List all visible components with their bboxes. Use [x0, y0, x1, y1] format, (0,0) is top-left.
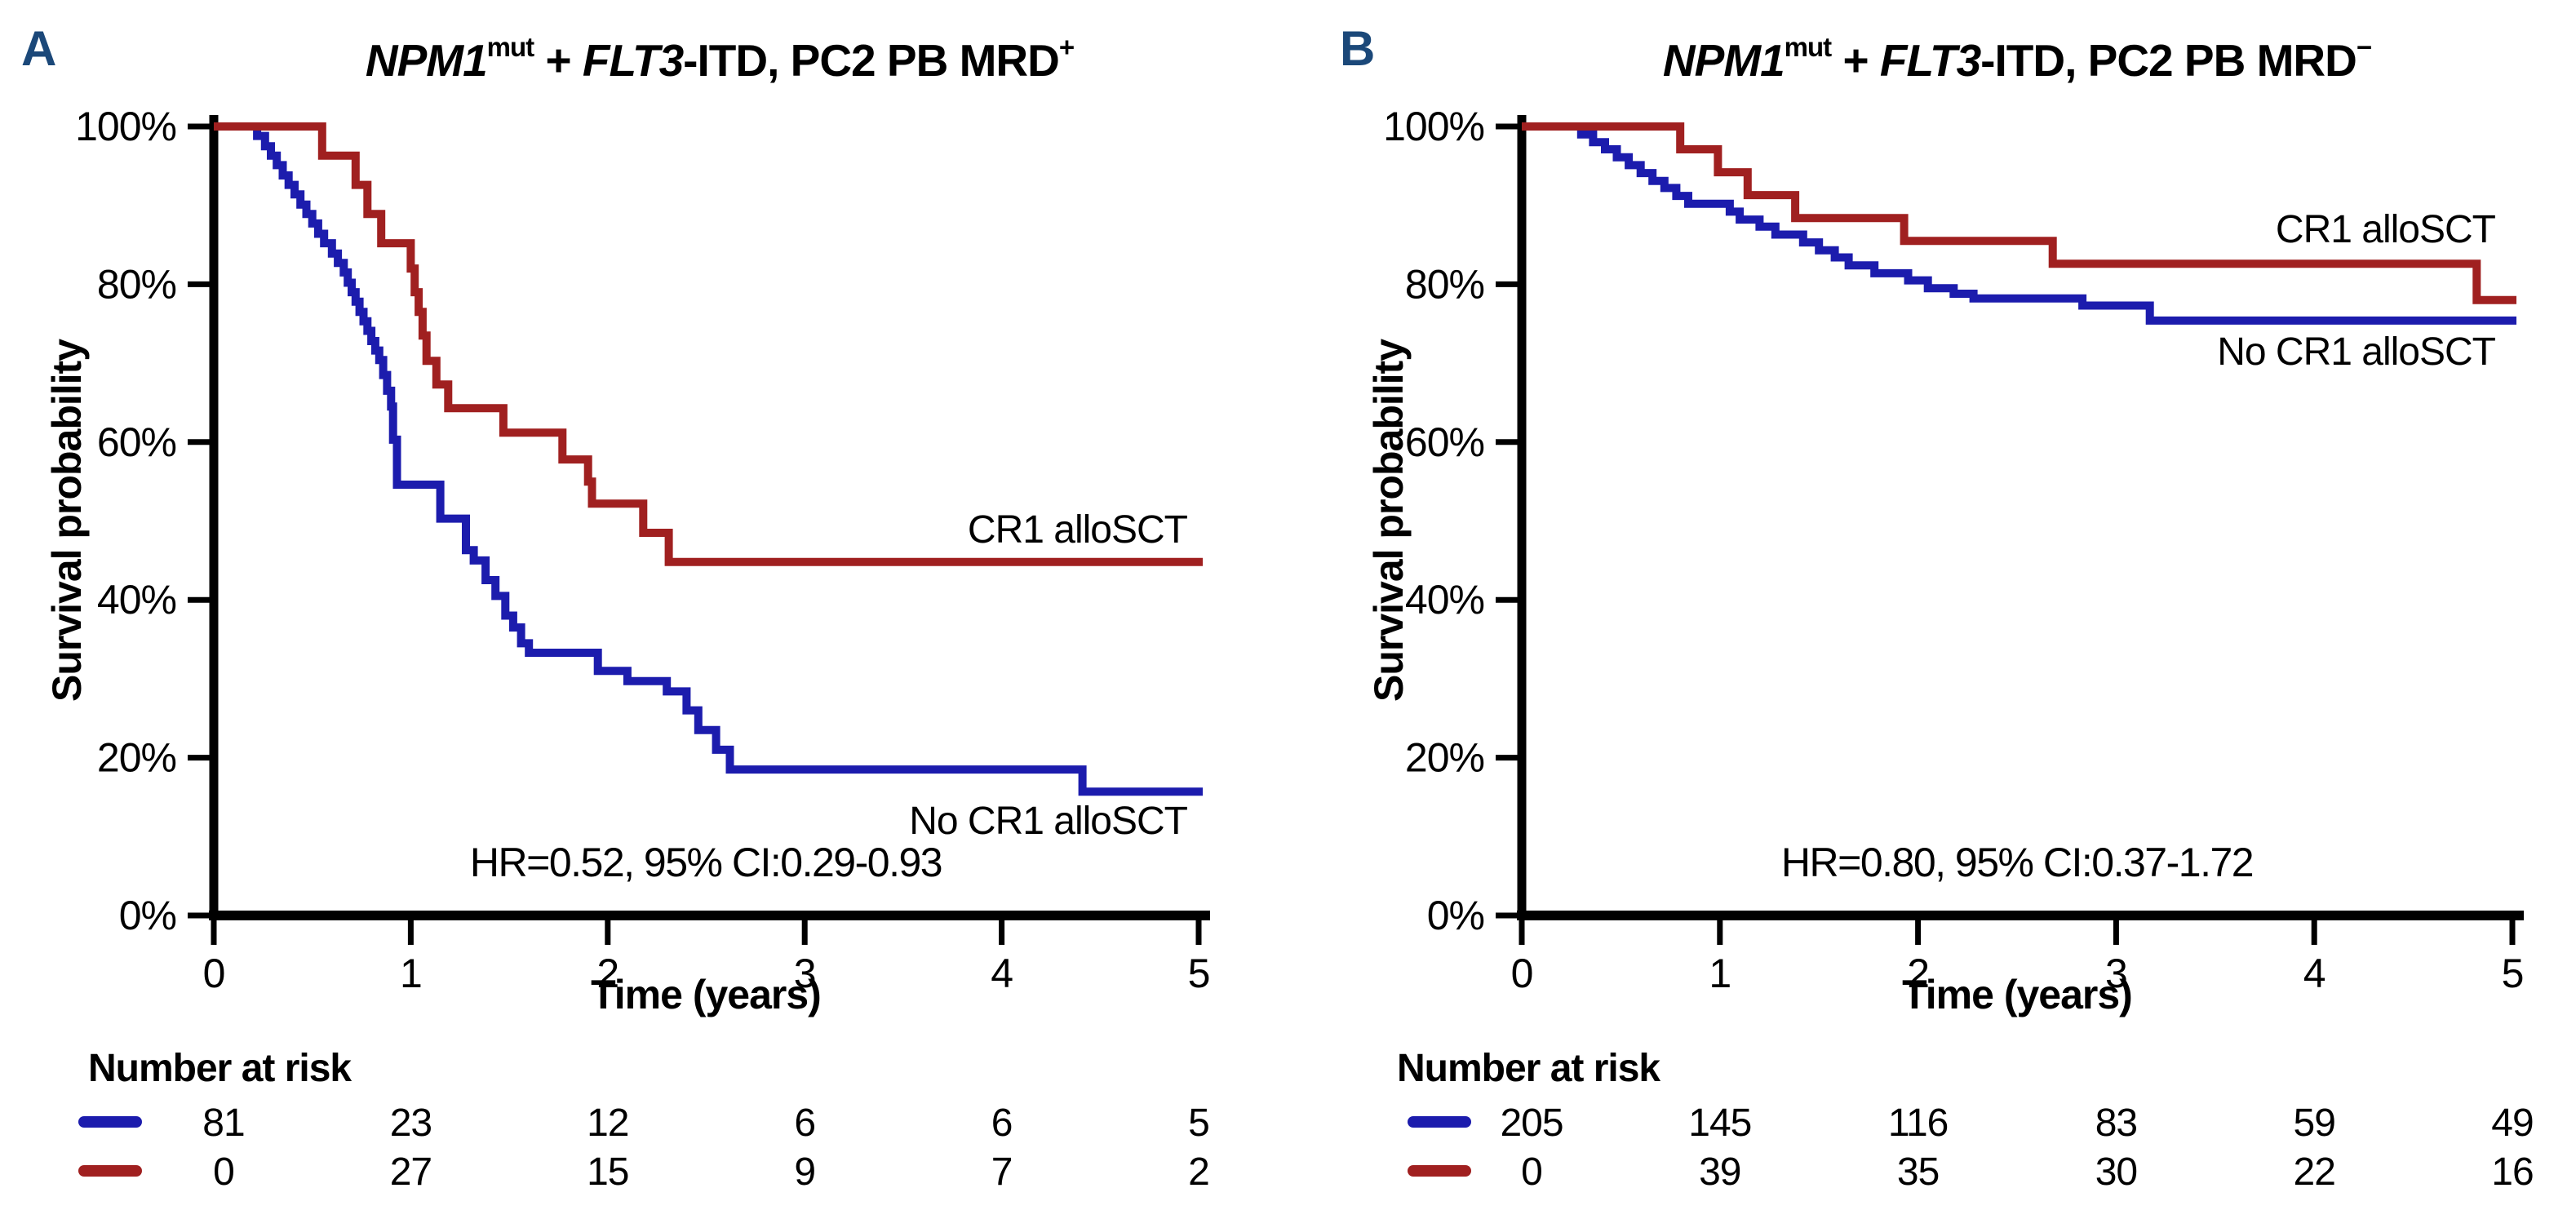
- risk-count: 39: [1699, 1150, 1740, 1194]
- panel-a-x-axis-label: Time (years): [591, 972, 822, 1017]
- risk-count: 15: [587, 1150, 628, 1194]
- panel-b-x-axis-label: Time (years): [1902, 972, 2133, 1017]
- title-tail: -ITD, PC2 PB MRD: [1980, 35, 2357, 86]
- x-tick-label: 3: [794, 951, 816, 996]
- superscript-mut: mut: [486, 31, 534, 62]
- panel-b-letter: B: [1340, 21, 1375, 76]
- panel-b-number-at-risk-heading: Number at risk: [1397, 1047, 1660, 1090]
- y-tick-label: 80%: [1405, 261, 1484, 307]
- x-tick-label: 4: [2303, 951, 2325, 996]
- panel-a-hazard-ratio-annotation: HR=0.52, 95% CI:0.29-0.93: [469, 840, 943, 885]
- risk-count: 116: [1888, 1102, 1949, 1145]
- y-tick-label: 40%: [1405, 577, 1484, 623]
- panel-b-chart: 100% 80% 60% 40% 20% 0% 0 1 2 3 4 5 CR1 alloSCT No CR…: [1383, 104, 2534, 1194]
- x-tick-label: 4: [991, 951, 1013, 996]
- y-tick-label: 100%: [1383, 104, 1484, 149]
- survival-curve-red: [214, 122, 1203, 566]
- risk-count: 81: [202, 1102, 244, 1145]
- superscript-mrd-sign: +: [1058, 31, 1075, 62]
- risk-count: 27: [390, 1150, 432, 1194]
- risk-count: 5: [1188, 1102, 1209, 1145]
- x-tick-label: 0: [203, 951, 225, 996]
- curve-label: CR1 alloSCT: [968, 508, 1188, 552]
- risk-count: 6: [991, 1102, 1013, 1145]
- y-tick-label: 40%: [97, 577, 176, 623]
- gene-symbol-flt3: FLT3: [1879, 35, 1981, 86]
- risk-count: 0: [213, 1150, 234, 1194]
- title-plus: +: [1831, 35, 1880, 86]
- y-tick-label: 80%: [97, 261, 176, 307]
- x-tick-label: 2: [1907, 951, 1929, 996]
- panel-a-letter: A: [21, 21, 56, 76]
- x-tick-label: 0: [1511, 951, 1533, 996]
- risk-count: 83: [2095, 1102, 2137, 1145]
- curve-label: CR1 alloSCT: [2276, 208, 2496, 251]
- curve-label: No CR1 alloSCT: [909, 800, 1187, 843]
- curve-label: No CR1 alloSCT: [2217, 330, 2495, 374]
- survival-curve-blue: [214, 122, 1203, 796]
- risk-count: 9: [794, 1150, 815, 1194]
- panel-b-title: NPM1mut + FLT3-ITD, PC2 PB MRD−: [1511, 33, 2523, 86]
- gene-symbol-npm1: NPM1: [1662, 35, 1785, 86]
- x-tick-label: 5: [2502, 951, 2524, 996]
- risk-count: 30: [2095, 1150, 2137, 1194]
- y-tick-label: 0%: [119, 893, 176, 938]
- risk-count: 7: [991, 1150, 1013, 1194]
- gene-symbol-flt3: FLT3: [582, 35, 684, 86]
- y-tick-label: 0%: [1427, 893, 1484, 938]
- title-plus: +: [534, 35, 583, 86]
- survival-curve-blue: [1522, 122, 2516, 325]
- risk-count: 2: [1188, 1150, 1209, 1194]
- y-tick-label: 60%: [97, 419, 176, 465]
- risk-count: 35: [1897, 1150, 1939, 1194]
- risk-count: 22: [2294, 1150, 2335, 1194]
- x-tick-label: 5: [1188, 951, 1210, 996]
- risk-count: 0: [1521, 1150, 1542, 1194]
- y-tick-label: 20%: [97, 735, 176, 781]
- risk-count: 16: [2491, 1150, 2533, 1194]
- risk-count: 49: [2491, 1102, 2533, 1145]
- superscript-mrd-sign: −: [2356, 31, 2372, 62]
- title-tail: -ITD, PC2 PB MRD: [683, 35, 1060, 86]
- risk-count: 23: [390, 1102, 432, 1145]
- risk-count: 12: [587, 1102, 628, 1145]
- risk-count: 145: [1688, 1102, 1751, 1145]
- y-tick-label: 60%: [1405, 419, 1484, 465]
- y-tick-label: 100%: [75, 104, 176, 149]
- risk-count: 59: [2294, 1102, 2335, 1145]
- risk-count: 6: [794, 1102, 815, 1145]
- panel-a-number-at-risk-heading: Number at risk: [88, 1047, 352, 1090]
- x-tick-label: 3: [2105, 951, 2127, 996]
- superscript-mut: mut: [1784, 31, 1832, 62]
- x-tick-label: 2: [596, 951, 619, 996]
- panel-b-hazard-ratio-annotation: HR=0.80, 95% CI:0.37-1.72: [1780, 840, 2255, 885]
- risk-count: 205: [1500, 1102, 1563, 1145]
- x-tick-label: 1: [1709, 951, 1731, 996]
- panel-a-title: NPM1mut + FLT3-ITD, PC2 PB MRD+: [214, 33, 1226, 86]
- survival-curve-red: [1522, 122, 2516, 304]
- y-tick-label: 20%: [1405, 735, 1484, 781]
- x-tick-label: 1: [400, 951, 422, 996]
- gene-symbol-npm1: NPM1: [365, 35, 488, 86]
